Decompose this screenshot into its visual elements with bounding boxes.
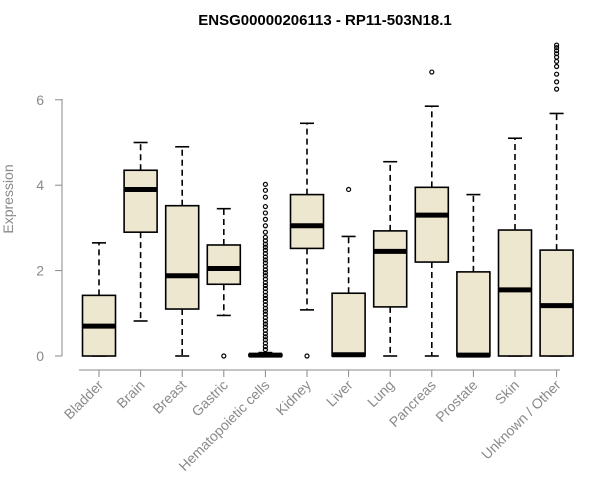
y-tick-label: 2 bbox=[36, 263, 44, 279]
x-tick-label: Skin bbox=[492, 377, 523, 408]
outlier-point bbox=[262, 282, 268, 289]
outlier-point bbox=[553, 86, 560, 92]
y-tick-label: 6 bbox=[36, 92, 44, 108]
outlier-point bbox=[262, 337, 268, 343]
box-unknown-other bbox=[539, 42, 574, 357]
x-tick-label: Brain bbox=[113, 377, 147, 411]
outlier-point bbox=[553, 79, 560, 85]
outlier-point bbox=[262, 210, 268, 216]
y-axis-label: Expression bbox=[0, 164, 16, 233]
y-tick-label: 4 bbox=[36, 177, 44, 193]
outlier-point bbox=[262, 321, 268, 327]
outlier-point bbox=[262, 247, 268, 253]
outlier-point bbox=[346, 186, 352, 193]
box-body bbox=[372, 230, 408, 308]
outlier-point bbox=[262, 244, 268, 250]
outlier-point bbox=[262, 216, 268, 222]
box-brain bbox=[123, 141, 158, 322]
outlier-point bbox=[553, 42, 560, 48]
box-hematopoietic-cells bbox=[248, 181, 283, 358]
outlier-point bbox=[553, 58, 560, 64]
x-tick-label: Liver bbox=[323, 377, 356, 410]
outlier-point bbox=[262, 234, 268, 240]
outlier-point bbox=[221, 353, 227, 359]
box-liver bbox=[331, 186, 366, 358]
box-breast bbox=[164, 145, 200, 357]
outlier-point bbox=[262, 194, 268, 200]
outlier-point bbox=[262, 334, 268, 340]
outlier-point bbox=[553, 71, 560, 77]
box-lung bbox=[372, 160, 408, 357]
box-bladder bbox=[81, 242, 117, 357]
outlier-point bbox=[262, 324, 268, 330]
box-pancreas bbox=[414, 69, 450, 357]
box-body bbox=[289, 193, 325, 250]
outlier-point bbox=[262, 270, 268, 276]
box-gastric bbox=[206, 207, 242, 359]
box-prostate bbox=[456, 193, 491, 358]
outlier-point bbox=[262, 311, 268, 317]
box-body bbox=[456, 271, 491, 357]
outlier-point bbox=[262, 260, 268, 266]
chart-title: ENSG00000206113 - RP11-503N18.1 bbox=[198, 12, 452, 29]
outlier-point bbox=[304, 353, 310, 359]
box-body bbox=[164, 204, 200, 310]
box-body bbox=[497, 229, 533, 357]
outlier-point bbox=[262, 298, 268, 304]
box-body bbox=[123, 169, 158, 233]
outlier-point bbox=[553, 45, 560, 51]
outlier-point bbox=[553, 48, 560, 54]
x-tick-label: Bladder bbox=[61, 377, 107, 423]
outlier-point bbox=[262, 187, 268, 193]
box-kidney bbox=[289, 122, 325, 359]
outlier-point bbox=[262, 229, 268, 235]
outlier-point bbox=[262, 285, 268, 292]
boxes bbox=[81, 42, 574, 359]
outlier-point bbox=[262, 273, 268, 279]
outlier-point bbox=[262, 295, 268, 301]
outlier-point bbox=[553, 51, 560, 57]
x-tick-label: Breast bbox=[149, 377, 189, 417]
box-body bbox=[539, 249, 574, 357]
x-tick-label: Lung bbox=[364, 377, 397, 410]
box-body bbox=[206, 244, 242, 286]
outlier-point bbox=[429, 69, 435, 75]
x-tick-label: Unknown / Other bbox=[478, 377, 564, 463]
x-tick-label: Kidney bbox=[273, 377, 315, 419]
box-skin bbox=[497, 137, 533, 357]
outlier-point bbox=[553, 63, 560, 70]
box-body bbox=[414, 186, 450, 263]
y-ticks: 0 2 4 6 bbox=[36, 92, 62, 364]
outlier-point bbox=[262, 181, 268, 187]
outlier-point bbox=[262, 257, 268, 263]
outlier-point bbox=[262, 223, 268, 229]
outlier-point bbox=[262, 203, 268, 210]
box-body bbox=[331, 292, 366, 357]
y-tick-label: 0 bbox=[36, 348, 44, 364]
outlier-point bbox=[262, 346, 268, 353]
outlier-point bbox=[262, 308, 268, 314]
x-tick-label: Prostate bbox=[432, 377, 480, 425]
